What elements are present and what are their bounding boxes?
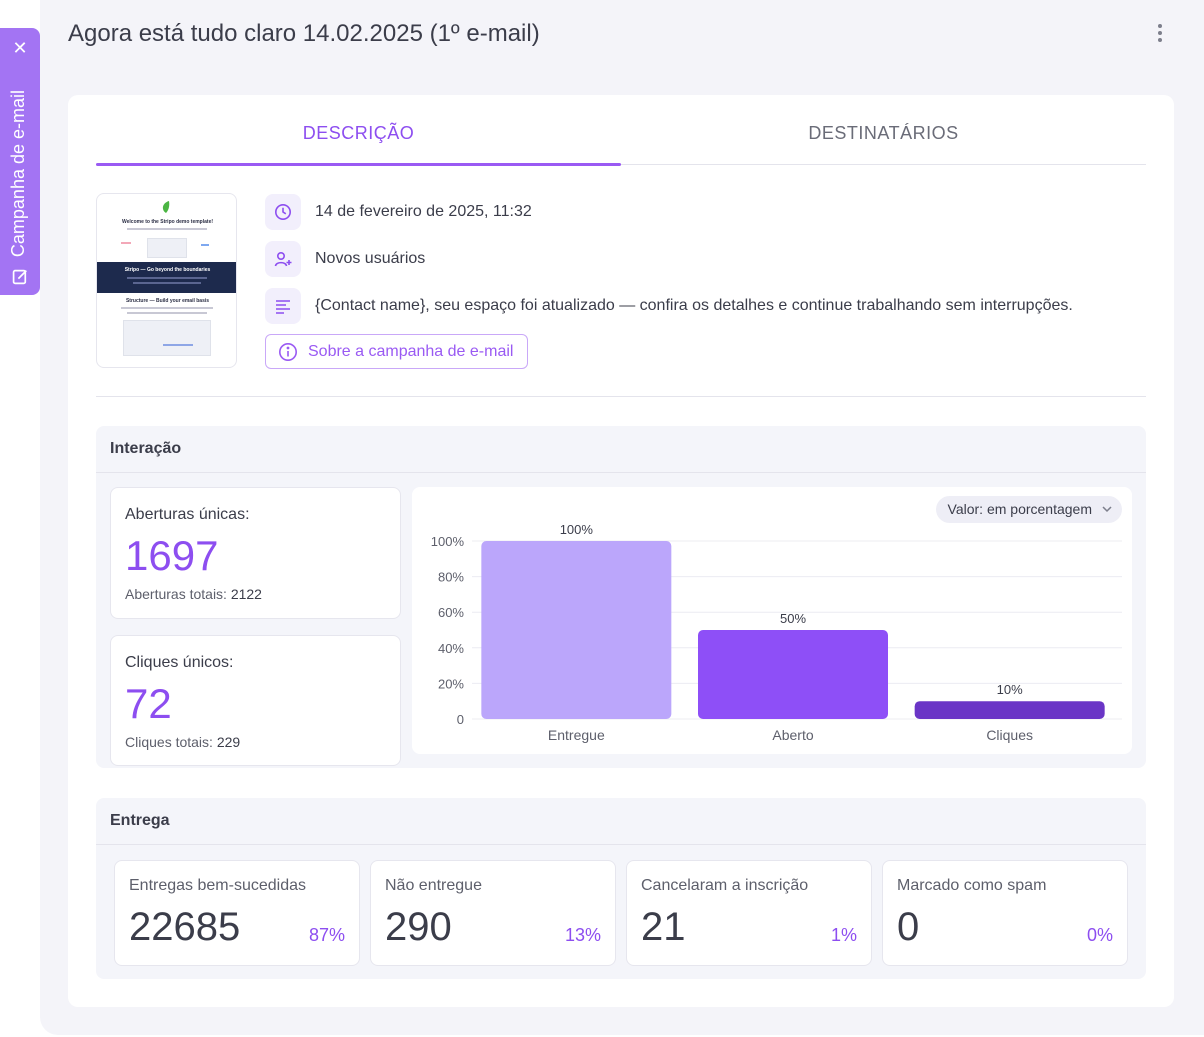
unsubscribed-value: 21 [641,905,686,949]
y-tick-label: 0 [457,712,464,727]
clock-icon [265,194,301,230]
bar [914,701,1105,719]
not-delivered-value: 290 [385,905,452,949]
unique-clicks-label: Cliques únicos: [125,654,234,671]
not-delivered-label: Não entregue [385,877,482,894]
interaction-title: Interação [110,440,182,457]
tab-recipients[interactable]: DESTINATÁRIOS [621,123,1146,144]
unsubscribed-pct: 1% [830,925,857,945]
segment-name: Novos usuários [315,250,426,267]
value-mode-label: Valor: em porcentagem [947,501,1092,517]
total-clicks-value: 229 [216,734,241,750]
page-title: Agora está tudo claro 14.02.2025 (1º e-m… [68,20,540,47]
y-tick-label: 100% [431,534,465,549]
meta-preheader-row: {Contact name}, seu espaço foi atualizad… [265,288,1073,324]
spam-card: Marcado como spam 0 0% [882,860,1128,966]
value-mode-select[interactable]: Valor: em porcentagem [935,496,1122,523]
total-opens-value: 2122 [230,586,262,602]
delivered-card: Entregas bem-sucedidas 22685 87% [114,860,360,966]
unique-clicks-value: 72 [125,680,172,727]
bar-value-label: 50% [780,611,806,626]
not-delivered-card: Não entregue 290 13% [370,860,616,966]
tab-description-label: DESCRIÇÃO [302,123,415,143]
not-delivered-pct: 13% [564,925,601,945]
delivery-section: Entrega Entregas bem-sucedidas 22685 87%… [96,798,1146,979]
interaction-section: Interação Aberturas únicas: 1697 Abertur… [96,426,1146,768]
edit-icon [12,269,27,285]
unique-opens-label: Aberturas únicas: [125,506,250,523]
tab-description[interactable]: DESCRIÇÃO [96,123,621,144]
divider [96,396,1146,397]
total-opens-label: Aberturas totais: [125,586,227,602]
bar-value-label: 100% [560,522,594,537]
thumbnail-structure-title: Structure — Build your email basis [125,298,210,304]
campaign-panel: Agora está tudo claro 14.02.2025 (1º e-m… [40,0,1204,1035]
y-tick-label: 40% [438,641,464,656]
unique-opens-value: 1697 [125,532,219,579]
email-thumbnail[interactable]: Welcome to the Stripo demo template! Str… [96,193,237,368]
unsubscribed-label: Cancelaram a inscrição [641,877,809,894]
y-tick-label: 20% [438,676,464,691]
logo-leaf-icon [162,201,170,213]
delivered-value: 22685 [129,905,241,949]
meta-segment-row: Novos usuários [265,241,425,277]
campaign-card: DESCRIÇÃO DESTINATÁRIOS Welcome to the S… [68,95,1174,1007]
total-clicks: Cliques totais: 229 [125,734,240,750]
thumbnail-band-title: Stripo — Go beyond the boundaries [124,267,211,273]
y-tick-label: 60% [438,605,464,620]
close-icon[interactable]: ✕ [12,38,28,58]
delivered-pct: 87% [308,925,345,945]
side-tab-label: Campanha de e-mail [8,89,28,257]
delivered-label: Entregas bem-sucedidas [129,877,306,894]
unique-opens-card: Aberturas únicas: 1697 Aberturas totais:… [110,487,401,619]
delivery-title: Entrega [110,812,170,829]
y-tick-label: 80% [438,570,464,585]
thumbnail-band: Stripo — Go beyond the boundaries [97,262,236,293]
bar [481,541,672,719]
bar-value-label: 10% [997,682,1023,697]
meta-date-row: 14 de fevereiro de 2025, 11:32 [265,194,532,230]
total-clicks-label: Cliques totais: [125,734,213,750]
spam-value: 0 [897,905,920,949]
send-date: 14 de fevereiro de 2025, 11:32 [315,203,532,220]
tab-bar: DESCRIÇÃO DESTINATÁRIOS [96,95,1146,166]
x-tick-label: Cliques [986,727,1033,743]
chevron-down-icon [1102,506,1112,513]
about-campaign-button[interactable]: Sobre a campanha de e-mail [265,334,529,369]
spam-pct: 0% [1086,925,1113,945]
side-tab-email-campaign[interactable]: ✕ Campanha de e-mail [0,28,40,295]
info-icon [279,342,297,361]
x-tick-label: Aberto [772,727,813,743]
spam-label: Marcado como spam [897,877,1047,894]
x-tick-label: Entregue [548,727,605,743]
user-add-icon [265,241,301,277]
active-tab-indicator [96,163,621,166]
interaction-chart-card: Valor: em porcentagem 0 20% 40% 60% 80% 100% 1… [412,487,1132,754]
interaction-bar-chart: 0 20% 40% 60% 80% 100% 100% Entregue 50% Aberto 10… [431,522,1122,743]
total-opens: Aberturas totais: 2122 [125,586,262,602]
unique-clicks-card: Cliques únicos: 72 Cliques totais: 229 [110,635,401,766]
more-options-icon[interactable] [1152,22,1168,46]
preheader-text: {Contact name}, seu espaço foi atualizad… [315,297,1073,314]
text-lines-icon [265,288,301,324]
about-campaign-label: Sobre a campanha de e-mail [308,342,514,360]
unsubscribed-card: Cancelaram a inscrição 21 1% [626,860,872,966]
tab-recipients-label: DESTINATÁRIOS [808,123,959,143]
thumbnail-title: Welcome to the Stripo demo template! [121,219,214,225]
bar [698,630,888,719]
